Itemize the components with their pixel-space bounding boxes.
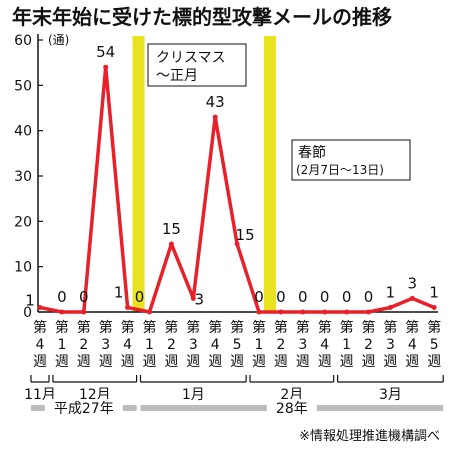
y-tick-label: 60 [14, 33, 32, 49]
data-point [409, 295, 415, 301]
month-label: 3月 [379, 387, 402, 403]
annotation-text: (2月7日〜13日) [296, 163, 384, 177]
data-label: 0 [254, 288, 264, 306]
data-label: 1 [114, 283, 124, 301]
chart-title: 年末年始に受けた標的型攻撃メールの推移 [12, 5, 392, 29]
y-tick-label: 10 [14, 260, 32, 276]
data-point [81, 309, 87, 315]
highlight-band [263, 36, 276, 312]
data-label: 0 [298, 288, 308, 306]
data-label: 3 [195, 290, 205, 308]
data-label: 0 [276, 288, 286, 306]
highlight-band [132, 36, 145, 312]
data-label: 0 [364, 288, 374, 306]
data-point [59, 309, 65, 315]
data-point [278, 309, 284, 315]
data-point [147, 309, 152, 315]
year-label-bg [44, 399, 123, 417]
y-tick-label: 40 [14, 124, 32, 140]
y-tick-label: 50 [14, 78, 32, 94]
year-label: 28年 [276, 401, 308, 417]
data-label: 0 [135, 288, 145, 306]
data-label: 0 [320, 288, 330, 306]
data-point [168, 241, 174, 247]
data-label: 54 [96, 43, 115, 61]
data-point [256, 309, 262, 315]
data-point [234, 241, 240, 247]
data-point [387, 304, 393, 310]
annotation-text: 〜正月 [156, 68, 198, 84]
year-label-bg [266, 399, 317, 417]
data-point [103, 64, 109, 70]
annotation-text: クリスマス [156, 50, 226, 66]
data-point [37, 304, 43, 310]
data-label: 1 [429, 283, 439, 301]
data-label: 15 [162, 220, 181, 238]
data-point [190, 295, 196, 301]
annotation-box [291, 139, 411, 181]
year-label: 平成27年 [54, 401, 114, 417]
data-label: 0 [79, 288, 89, 306]
data-point [125, 304, 131, 310]
data-label: 15 [236, 226, 255, 244]
series-line [39, 65, 435, 314]
month-label: 1月 [182, 387, 205, 403]
data-label: 1 [25, 291, 35, 309]
data-point [344, 309, 350, 315]
data-point [212, 114, 218, 120]
annotation-text: 春節 [298, 144, 326, 161]
data-label: 3 [408, 274, 418, 292]
source-note: ※情報処理推進機構調べ [299, 429, 440, 444]
y-tick-label: 0 [23, 305, 32, 321]
data-point [431, 304, 437, 310]
y-tick-label: 30 [14, 169, 32, 185]
y-tick-label: 20 [14, 214, 32, 230]
data-label: 0 [57, 288, 67, 306]
y-axis-unit: (通) [48, 33, 69, 47]
data-point [366, 309, 371, 315]
data-point [300, 309, 306, 315]
data-label: 0 [342, 288, 352, 306]
annotation-box [147, 43, 247, 87]
data-point [322, 309, 328, 315]
data-label: 43 [206, 93, 225, 111]
data-label: 1 [386, 283, 396, 301]
